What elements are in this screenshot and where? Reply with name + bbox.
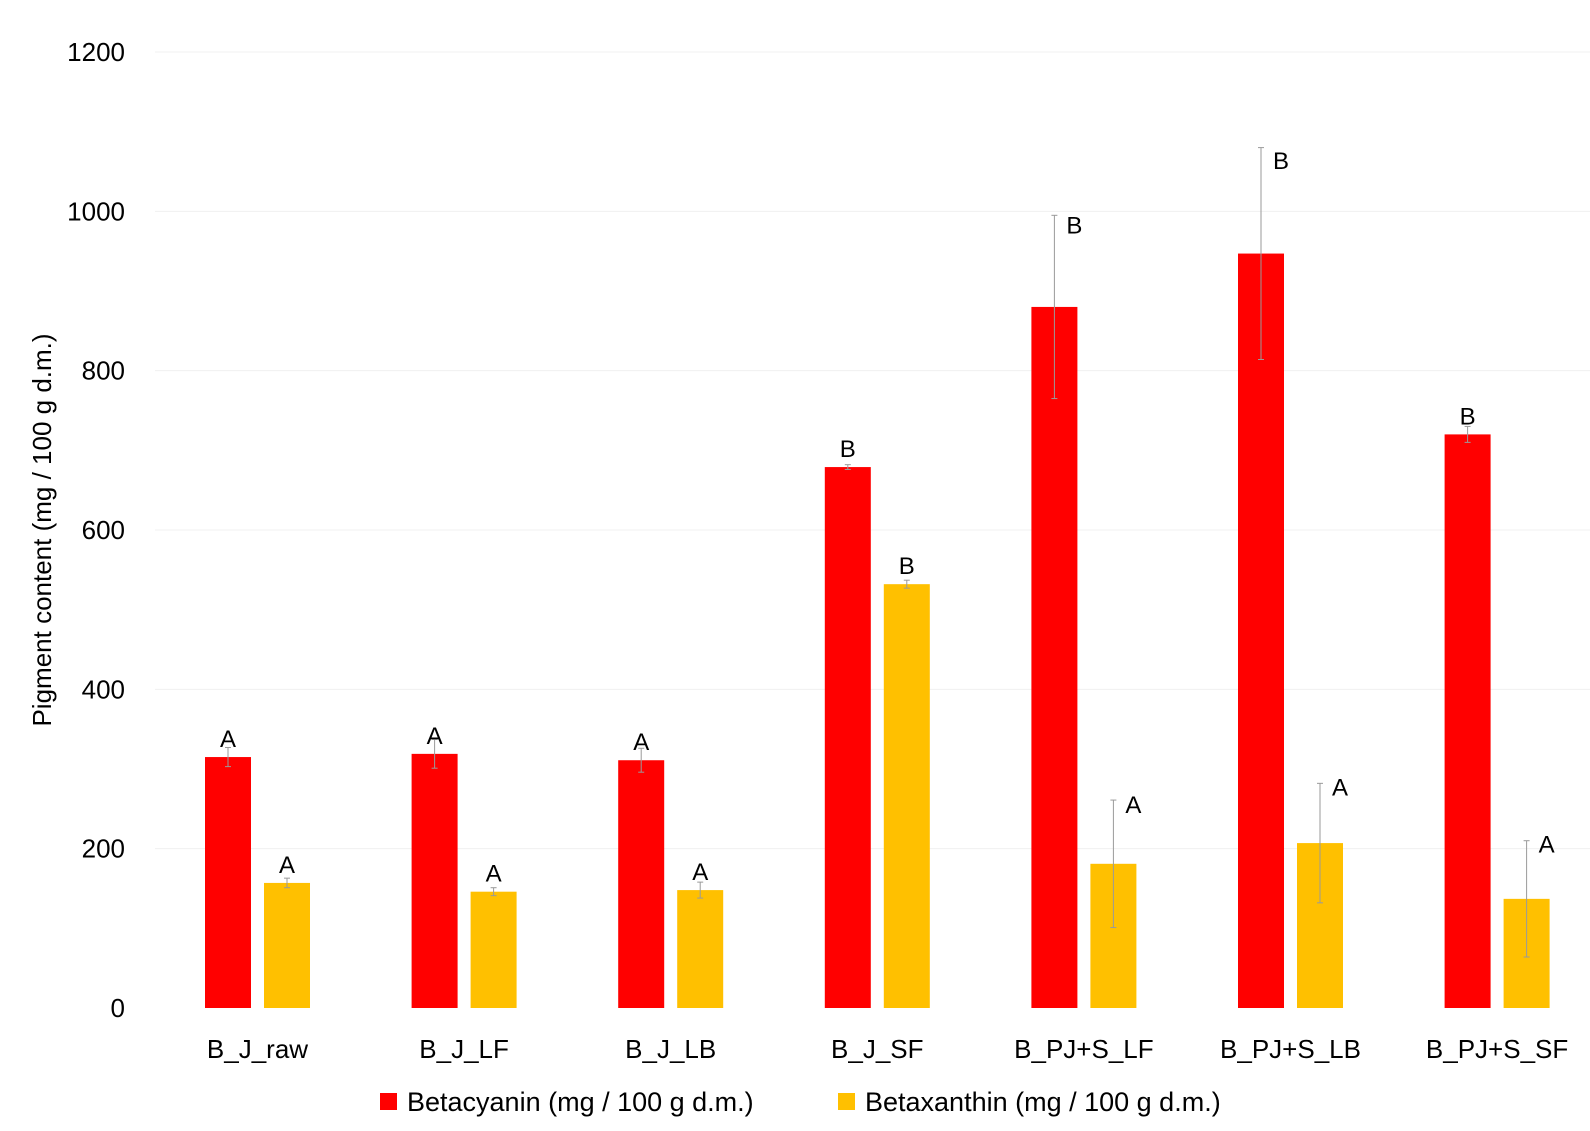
x-category-label: B_J_raw bbox=[207, 1034, 308, 1064]
betacyanin-bar-1 bbox=[411, 753, 458, 1008]
y-tick-label: 800 bbox=[82, 356, 125, 386]
significance-label: B bbox=[899, 553, 915, 580]
significance-label: B bbox=[1460, 403, 1476, 430]
significance-label: A bbox=[1332, 774, 1348, 801]
legend-label-betaxanthin: Betaxanthin (mg / 100 g d.m.) bbox=[865, 1087, 1221, 1117]
significance-label: B bbox=[1066, 213, 1082, 240]
y-tick-label: 1200 bbox=[67, 37, 125, 67]
x-category-label: B_PJ+S_LF bbox=[1014, 1034, 1153, 1064]
betacyanin-bar-5 bbox=[1238, 253, 1284, 1009]
y-axis-ticks: 0 200 400 600 800 1000 1200 bbox=[67, 37, 125, 1023]
x-axis-categories: B_J_raw B_J_LF B_J_LB B_J_SF B_PJ+S_LF B_PJ+S… bbox=[207, 1034, 1568, 1064]
x-category-label: B_J_SF bbox=[831, 1034, 924, 1064]
y-tick-label: 200 bbox=[82, 834, 125, 864]
betaxanthin-bar-2 bbox=[677, 890, 724, 1008]
gridlines bbox=[155, 51, 1590, 850]
significance-label: A bbox=[1125, 792, 1141, 819]
betacyanin-bar-0 bbox=[205, 757, 251, 1008]
betaxanthin-bar-3 bbox=[883, 584, 930, 1008]
betacyanin-bar-3 bbox=[824, 467, 871, 1008]
x-category-label: B_J_LF bbox=[419, 1034, 509, 1064]
legend-swatch-betacyanin bbox=[380, 1093, 397, 1110]
y-tick-label: 0 bbox=[111, 993, 125, 1023]
significance-label: A bbox=[220, 726, 236, 753]
legend: Betacyanin (mg / 100 g d.m.) Betaxanthin … bbox=[380, 1087, 1221, 1117]
x-category-label: B_PJ+S_LB bbox=[1220, 1034, 1361, 1064]
betacyanin-bar-4 bbox=[1031, 306, 1078, 1008]
betaxanthin-bar-1 bbox=[470, 891, 517, 1008]
significance-label: A bbox=[427, 723, 443, 750]
significance-labels: A A A A A A B B B A B A B A bbox=[220, 148, 1555, 888]
legend-label-betacyanin: Betacyanin (mg / 100 g d.m.) bbox=[407, 1087, 754, 1117]
significance-label: B bbox=[840, 436, 856, 463]
bars bbox=[205, 253, 1550, 1009]
betacyanin-bar-6 bbox=[1444, 434, 1491, 1008]
betacyanin-bar-2 bbox=[618, 760, 665, 1008]
y-tick-label: 600 bbox=[82, 515, 125, 545]
x-category-label: B_PJ+S_SF bbox=[1426, 1034, 1568, 1064]
significance-label: A bbox=[692, 859, 708, 886]
betaxanthin-bar-0 bbox=[264, 882, 310, 1008]
x-category-label: B_J_LB bbox=[625, 1034, 716, 1064]
y-tick-label: 400 bbox=[82, 674, 125, 704]
error-bars bbox=[225, 147, 1530, 958]
significance-label: B bbox=[1273, 148, 1289, 175]
significance-label: A bbox=[1539, 831, 1555, 858]
y-tick-label: 1000 bbox=[67, 196, 125, 226]
significance-label: A bbox=[633, 729, 649, 756]
legend-swatch-betaxanthin bbox=[838, 1093, 855, 1110]
significance-label: A bbox=[486, 861, 502, 888]
significance-label: A bbox=[279, 852, 295, 879]
y-axis-title: Pigment content (mg / 100 g d.m.) bbox=[27, 333, 57, 726]
